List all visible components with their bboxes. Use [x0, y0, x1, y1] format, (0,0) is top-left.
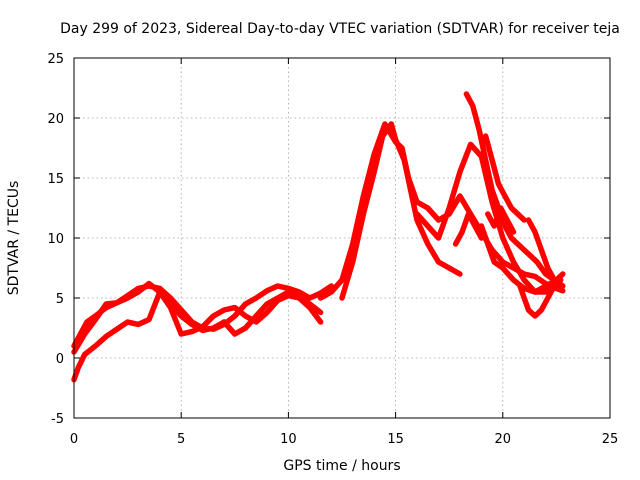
- series-trace-11: [517, 283, 558, 319]
- x-tick-label: 5: [177, 432, 185, 447]
- x-tick-label: 15: [387, 432, 404, 447]
- x-tick-label: 25: [602, 432, 619, 447]
- y-tick-labels: -5 0 5 10 15 20 25: [47, 52, 64, 427]
- x-tick-label: 10: [280, 432, 297, 447]
- series-layer: [71, 91, 566, 383]
- y-tick-label: 15: [47, 172, 64, 187]
- series-trace-13: [485, 205, 517, 235]
- y-tick-label: 20: [47, 112, 64, 127]
- y-axis-title: SDTVAR / TECUs: [6, 181, 22, 296]
- y-tick-label: 10: [47, 232, 64, 247]
- series-trace-5: [339, 121, 463, 301]
- series-trace-8: [478, 223, 566, 295]
- y-tick-label: 0: [56, 352, 64, 367]
- series-trace-9: [482, 133, 527, 223]
- grid-lines: [74, 58, 610, 418]
- x-tick-labels: 0 5 10 15 20 25: [70, 432, 618, 447]
- axis-ticks: [73, 57, 611, 419]
- series-trace-7: [463, 91, 566, 289]
- y-tick-label: 5: [56, 292, 64, 307]
- series-trace-4: [317, 121, 566, 301]
- x-axis-title: GPS time / hours: [283, 458, 400, 474]
- x-tick-label: 20: [495, 432, 512, 447]
- chart-title: Day 299 of 2023, Sidereal Day-to-day VTE…: [60, 21, 620, 37]
- series-trace-12: [452, 211, 485, 247]
- y-tick-label: 25: [47, 52, 64, 67]
- series-trace-10: [525, 217, 564, 283]
- x-tick-label: 0: [70, 432, 78, 447]
- y-tick-label: -5: [51, 412, 64, 427]
- series-trace-3: [71, 280, 324, 355]
